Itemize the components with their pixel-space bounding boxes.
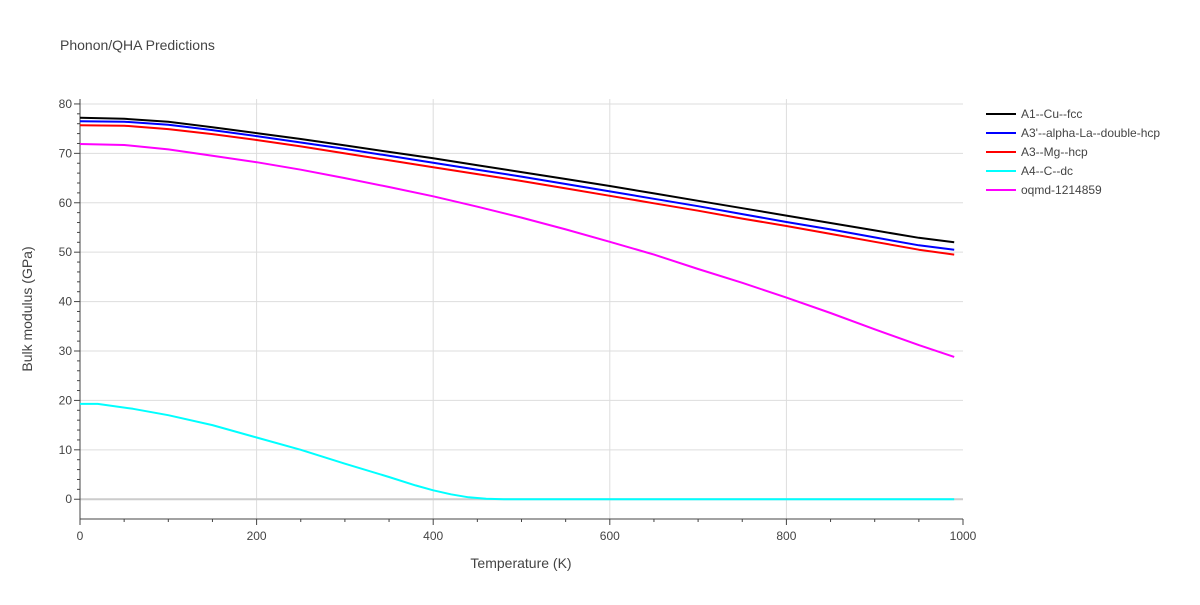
legend[interactable]: A1--Cu--fcc A3'--alpha-La--double-hcp A3--…	[986, 107, 1160, 197]
series-line-1[interactable]	[79, 120, 955, 251]
legend-item[interactable]: oqmd-1214859	[986, 183, 1102, 197]
y-tick-label: 80	[59, 97, 73, 111]
legend-item[interactable]: A3--Mg--hcp	[986, 145, 1088, 159]
x-axis-label: Temperature (K)	[470, 555, 571, 571]
x-tick-label: 200	[247, 529, 267, 543]
y-tick-label: 20	[59, 393, 73, 407]
series-line-4[interactable]	[79, 143, 955, 358]
series-line-3[interactable]	[80, 402, 955, 501]
x-tick-label: 600	[600, 529, 620, 543]
series-line-2[interactable]	[79, 124, 955, 256]
legend-item[interactable]: A4--C--dc	[986, 164, 1073, 178]
x-tick-label: 1000	[950, 529, 977, 543]
legend-label: oqmd-1214859	[1021, 183, 1102, 197]
legend-label: A1--Cu--fcc	[1021, 107, 1082, 121]
series-line-0[interactable]	[79, 116, 955, 244]
grid-lines	[80, 99, 963, 519]
chart-title: Phonon/QHA Predictions	[60, 37, 215, 53]
legend-label: A3--Mg--hcp	[1021, 145, 1088, 159]
y-tick-label: 0	[65, 492, 72, 506]
y-tick-label: 50	[59, 245, 73, 259]
legend-label: A3'--alpha-La--double-hcp	[1021, 126, 1160, 140]
y-tick-label: 30	[59, 344, 73, 358]
legend-item[interactable]: A1--Cu--fcc	[986, 107, 1082, 121]
x-tick-label: 400	[423, 529, 443, 543]
x-tick-label: 800	[776, 529, 796, 543]
y-axis-label: Bulk modulus (GPa)	[19, 246, 35, 371]
axes	[74, 99, 964, 525]
x-tick-label: 0	[77, 529, 84, 543]
y-tick-label: 70	[59, 146, 73, 160]
tick-labels: 0 200 400 600 800 1000 0 10 20 30 40 50 60 70 80	[59, 97, 977, 543]
series-lines	[79, 116, 955, 501]
legend-label: A4--C--dc	[1021, 164, 1073, 178]
y-tick-label: 10	[59, 443, 73, 457]
y-tick-label: 60	[59, 196, 73, 210]
legend-item[interactable]: A3'--alpha-La--double-hcp	[986, 126, 1160, 140]
y-tick-label: 40	[59, 295, 73, 309]
